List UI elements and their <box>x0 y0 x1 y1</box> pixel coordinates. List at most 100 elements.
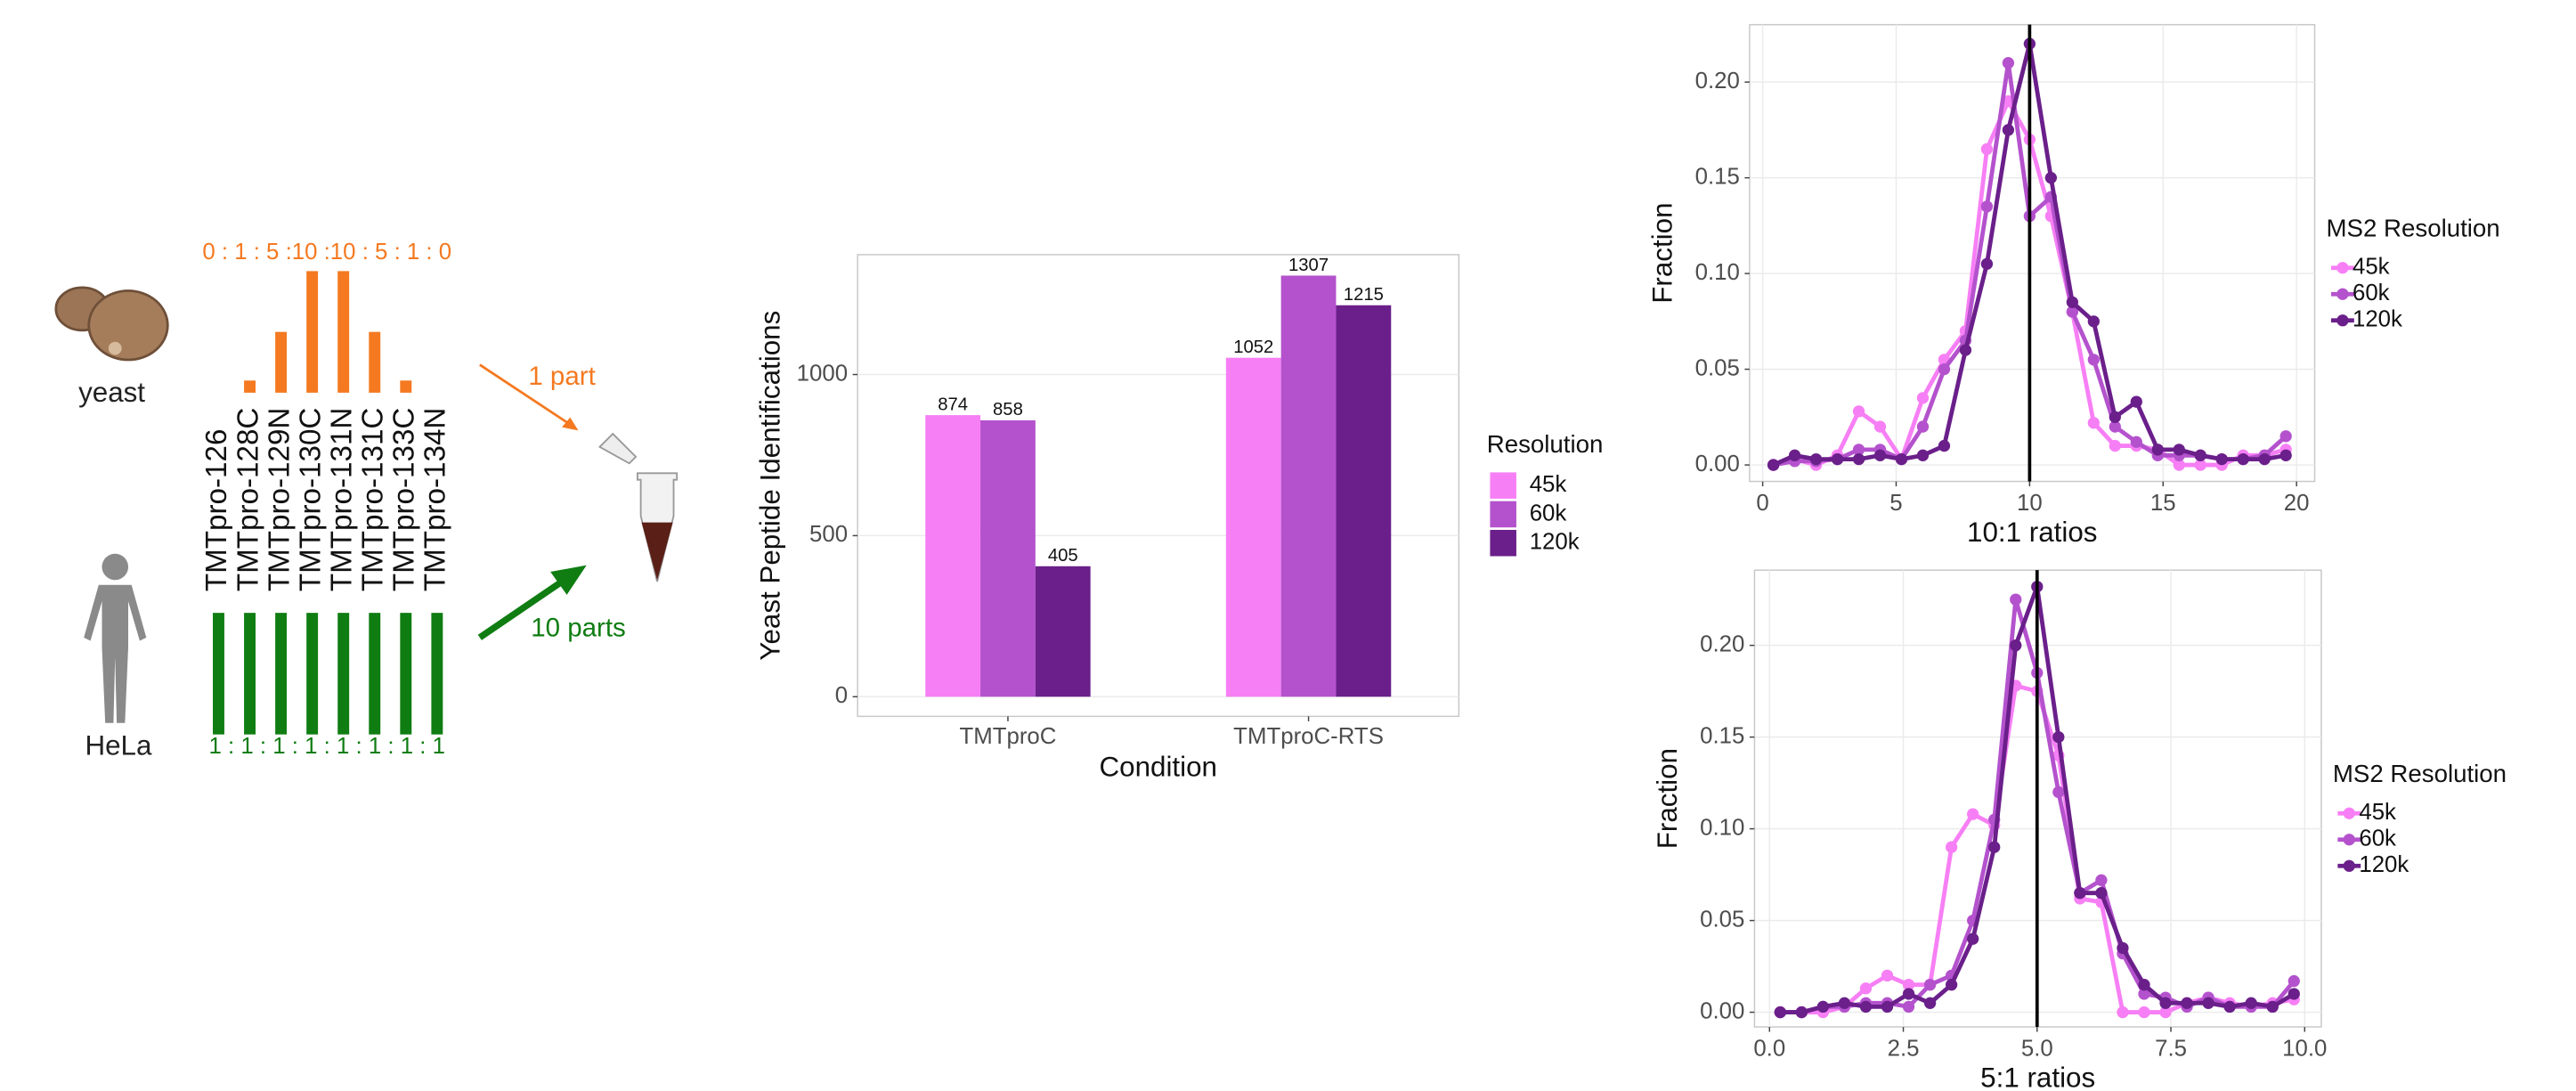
y-tick-label: 0.15 <box>1695 164 1740 189</box>
data-point <box>2088 354 2100 365</box>
data-point <box>1903 988 1914 999</box>
data-point <box>1938 440 1950 452</box>
data-point <box>2109 440 2121 452</box>
y-tick-label: 0.15 <box>1700 723 1744 748</box>
y-tick-label: 0.05 <box>1700 907 1744 932</box>
data-point <box>2138 979 2149 990</box>
data-point <box>2238 453 2249 465</box>
data-point <box>2288 988 2300 999</box>
data-point <box>2088 315 2100 327</box>
data-point <box>2117 1006 2128 1018</box>
data-point <box>2195 450 2206 461</box>
y-tick-label: 500 <box>809 522 848 547</box>
legend-key-point <box>2344 860 2355 872</box>
bar <box>1036 566 1091 697</box>
data-point <box>1874 450 1886 461</box>
data-point <box>2109 411 2121 423</box>
data-point <box>2159 997 2171 1009</box>
data-point <box>2052 731 2064 743</box>
data-point <box>1881 1001 1893 1013</box>
data-point <box>2224 1001 2236 1013</box>
data-point <box>1988 842 2000 853</box>
data-point <box>2152 444 2164 455</box>
legend-key-point <box>2336 289 2348 300</box>
legend-key-point <box>2344 808 2355 819</box>
figure: yeast HeLa 0 : 1 : 5 :10 :10 : 5 : 1 : 0… <box>0 0 2576 1091</box>
x-tick-label: 2.5 <box>1888 1037 1920 1062</box>
yeast-ratio-label: 0 : 1 : 5 :10 :10 : 5 : 1 : 0 <box>202 240 451 265</box>
legend-swatch <box>1490 530 1516 557</box>
data-point <box>1946 979 1957 990</box>
data-point <box>2095 887 2107 899</box>
data-point <box>1810 453 1822 465</box>
data-point <box>1896 453 1907 465</box>
y-tick-label: 0.20 <box>1695 69 1740 94</box>
channel-label: TMTpro-130C <box>294 408 327 592</box>
y-tick-label: 0.00 <box>1695 452 1740 476</box>
legend-label: 60k <box>2359 826 2396 851</box>
data-point <box>2088 417 2100 428</box>
data-point <box>2003 57 2014 69</box>
y-axis-title: Fraction <box>1646 202 1678 303</box>
data-point <box>1917 450 1929 461</box>
bar-value-label: 405 <box>1048 546 1078 566</box>
x-tick-label: 7.5 <box>2155 1037 2187 1062</box>
x-tick-label: 5.0 <box>2021 1037 2053 1062</box>
data-point <box>1860 1001 1872 1013</box>
hela-bar <box>213 613 224 735</box>
legend-label: 45k <box>2359 800 2396 825</box>
channel-label: TMTpro-131C <box>357 408 390 592</box>
hela-arrow-head <box>550 566 587 595</box>
y-axis-title: Fraction <box>1652 748 1683 849</box>
yeast-bar <box>369 332 380 393</box>
legend-key-point <box>2336 314 2348 326</box>
yeast-label: yeast <box>78 377 145 408</box>
data-point <box>2202 997 2214 1009</box>
data-point <box>1796 1006 1808 1018</box>
x-axis-title: 5:1 ratios <box>1980 1062 2095 1091</box>
bar <box>1226 358 1281 697</box>
bar <box>980 420 1036 696</box>
data-point <box>1860 982 1872 994</box>
y-tick-label: 0.00 <box>1700 998 1744 1023</box>
legend-label: 45k <box>1530 472 1567 497</box>
data-point <box>2259 453 2271 465</box>
data-point <box>2174 444 2185 455</box>
hela-ratio-label: 1 : 1 : 1 : 1 : 1 : 1 : 1 : 1 <box>209 734 445 759</box>
data-point <box>1967 933 1979 945</box>
legend-label: 120k <box>1530 530 1580 555</box>
data-point <box>1817 1001 1829 1013</box>
yeast-bar <box>275 332 287 393</box>
yeast-part-label: 1 part <box>528 362 595 391</box>
data-point <box>2267 1001 2279 1013</box>
x-axis-title: Condition <box>1100 752 1218 783</box>
plot-panel <box>1750 25 2315 482</box>
data-point <box>1924 997 1936 1009</box>
data-point <box>2067 297 2078 308</box>
y-tick-label: 0.05 <box>1695 355 1740 380</box>
legend-swatch <box>1490 501 1516 528</box>
data-point <box>2010 593 2021 605</box>
data-point <box>1924 979 1936 990</box>
data-point <box>2052 786 2064 798</box>
data-point <box>2280 450 2292 461</box>
yeast-bar <box>244 380 256 393</box>
bar-value-label: 874 <box>938 395 968 414</box>
hela-bar <box>337 613 349 735</box>
bar-value-label: 1052 <box>1233 338 1273 357</box>
bar <box>1281 275 1337 696</box>
data-point <box>1946 842 1957 853</box>
bar-value-label: 858 <box>993 400 1023 419</box>
data-point <box>2280 430 2292 442</box>
human-icon <box>84 554 146 723</box>
x-tick-label: 0.0 <box>1753 1037 1785 1062</box>
x-tick-label: 0 <box>1756 491 1768 516</box>
hela-bar <box>275 613 287 735</box>
yeast-bar <box>306 271 318 393</box>
legend-key-point <box>2336 262 2348 273</box>
channel-label: TMTpro-128C <box>232 408 264 592</box>
x-tick-label: TMTproC-RTS <box>1233 724 1384 749</box>
legend-title: MS2 Resolution <box>2326 215 2499 242</box>
data-point <box>1938 363 1950 375</box>
x-axis-title: 10:1 ratios <box>1967 517 2097 548</box>
